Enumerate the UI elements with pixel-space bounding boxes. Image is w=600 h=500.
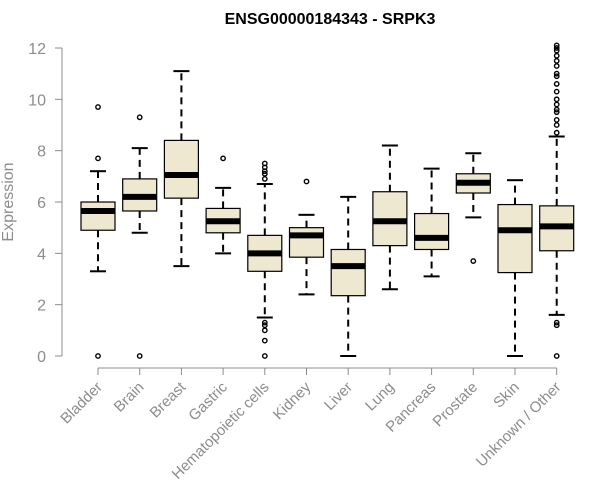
outlier-point xyxy=(553,63,560,69)
outlier-point xyxy=(95,155,101,162)
outlier-point xyxy=(261,322,268,329)
x-tick-label: Brain xyxy=(111,379,148,416)
outlier-point xyxy=(261,160,268,167)
outlier-point xyxy=(553,322,560,329)
y-tick-label: 4 xyxy=(37,246,46,263)
outlier-point xyxy=(261,170,268,177)
box-lung xyxy=(372,144,408,291)
outlier-point xyxy=(220,155,227,162)
outlier-point xyxy=(261,327,268,334)
outlier-point xyxy=(553,42,560,49)
iqr-box xyxy=(288,227,325,258)
y-tick-label: 8 xyxy=(37,144,46,161)
outlier-point xyxy=(553,129,560,136)
box-gastric xyxy=(205,155,241,255)
box-liver xyxy=(330,195,366,357)
box-prostate xyxy=(455,152,491,264)
y-tick-label: 0 xyxy=(37,349,46,366)
outlier-point xyxy=(553,122,560,128)
x-tick-label: Prostate xyxy=(430,379,482,431)
outlier-point xyxy=(261,175,268,182)
y-tick-label: 2 xyxy=(37,298,46,315)
box-skin xyxy=(497,179,533,357)
outlier-point xyxy=(261,319,268,326)
outlier-point xyxy=(553,81,560,87)
outlier-point xyxy=(136,114,143,121)
outlier-point xyxy=(303,178,310,185)
outlier-point xyxy=(553,73,560,80)
outlier-point xyxy=(553,116,560,123)
chart-title: ENSG00000184343 - SRPK3 xyxy=(225,11,436,28)
box-kidney xyxy=(288,178,325,296)
outlier-point xyxy=(261,353,268,359)
outlier-point xyxy=(136,353,143,359)
box-breast xyxy=(163,70,199,268)
x-tick-label: Breast xyxy=(147,378,190,421)
outlier-point xyxy=(95,353,101,359)
iqr-box xyxy=(80,201,116,231)
y-axis-label: Expression xyxy=(0,162,17,241)
outlier-point xyxy=(553,106,560,113)
box-unknown-other xyxy=(539,42,575,359)
outlier-point xyxy=(553,353,560,359)
outlier-point xyxy=(553,88,560,95)
iqr-box xyxy=(414,212,450,251)
outlier-point xyxy=(553,52,560,59)
outlier-point xyxy=(553,57,560,64)
outlier-point xyxy=(553,45,560,51)
outlier-point xyxy=(553,96,560,103)
y-tick-label: 6 xyxy=(37,195,46,212)
box-hematopoietic-cells xyxy=(247,160,283,359)
x-tick-label: Skin xyxy=(490,379,523,412)
x-tick-label: Liver xyxy=(321,379,356,414)
outlier-point xyxy=(553,101,560,108)
iqr-box xyxy=(163,139,199,199)
x-tick-label: Lung xyxy=(362,379,398,415)
x-tick-label: Kidney xyxy=(270,378,315,423)
outlier-point xyxy=(553,319,560,326)
y-tick-label: 12 xyxy=(28,41,46,58)
outlier-point xyxy=(553,70,560,77)
iqr-box xyxy=(330,248,366,297)
box-pancreas xyxy=(414,167,450,278)
x-tick-label: Bladder xyxy=(57,379,106,428)
outlier-point xyxy=(553,47,560,54)
outlier-point xyxy=(553,109,560,116)
outlier-point xyxy=(95,104,101,110)
box-bladder xyxy=(80,104,116,359)
outlier-point xyxy=(470,258,477,264)
iqr-box xyxy=(497,203,533,274)
y-tick-label: 10 xyxy=(28,92,46,109)
box-brain xyxy=(122,114,158,359)
outlier-point xyxy=(261,337,268,344)
y-axis: 0 2 4 6 8 10 12 xyxy=(28,41,63,366)
plot-area xyxy=(80,42,575,359)
